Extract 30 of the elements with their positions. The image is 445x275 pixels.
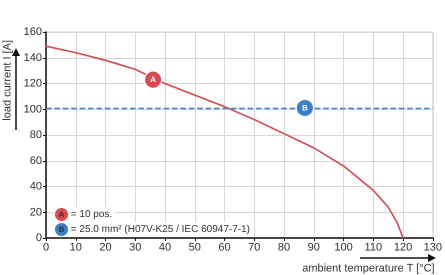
line-series (45, 45, 404, 239)
x-tick-label: 10 (70, 242, 82, 254)
y-tick-label: 60 (30, 154, 42, 167)
x-tick-label: 100 (334, 242, 353, 254)
y-tick-label: 0 (36, 232, 42, 244)
x-tick-label: 70 (248, 242, 260, 254)
annotation: B = 25.0 mm² (H07V-K25 / IEC 60947-7-1) (58, 224, 250, 235)
x-axis-title: ambient temperature T [°C] (302, 262, 435, 274)
x-tick-label: 80 (278, 242, 290, 254)
annotation: B (302, 103, 308, 112)
annotation: A (150, 75, 156, 84)
y-tick-label: 120 (24, 78, 42, 90)
x-tick-label: 110 (364, 242, 382, 254)
x-tick-label: 90 (308, 242, 320, 254)
y-tick-label: 160 (24, 26, 42, 38)
annotation: A = 10 pos. (58, 209, 112, 220)
y-tick-label: 20 (30, 206, 42, 218)
y-tick-label: 40 (30, 180, 42, 192)
x-tick-label: 0 (42, 242, 50, 254)
y-axis-title: load current I [A] (2, 40, 14, 121)
x-tick-label: 40 (158, 242, 172, 254)
y-tick-label: 80 (30, 129, 42, 141)
x-tick-label: 20 (99, 242, 112, 254)
y-tick-label: 140 (24, 52, 42, 64)
x-tick-label: 60 (218, 242, 231, 254)
x-tick-label: 30 (129, 242, 142, 254)
x-tick-label: 50 (188, 242, 201, 254)
x-tick-label: 120 (394, 242, 412, 254)
y-tick-label: 100 (24, 103, 42, 116)
x-tick-label: 130 (424, 242, 442, 254)
